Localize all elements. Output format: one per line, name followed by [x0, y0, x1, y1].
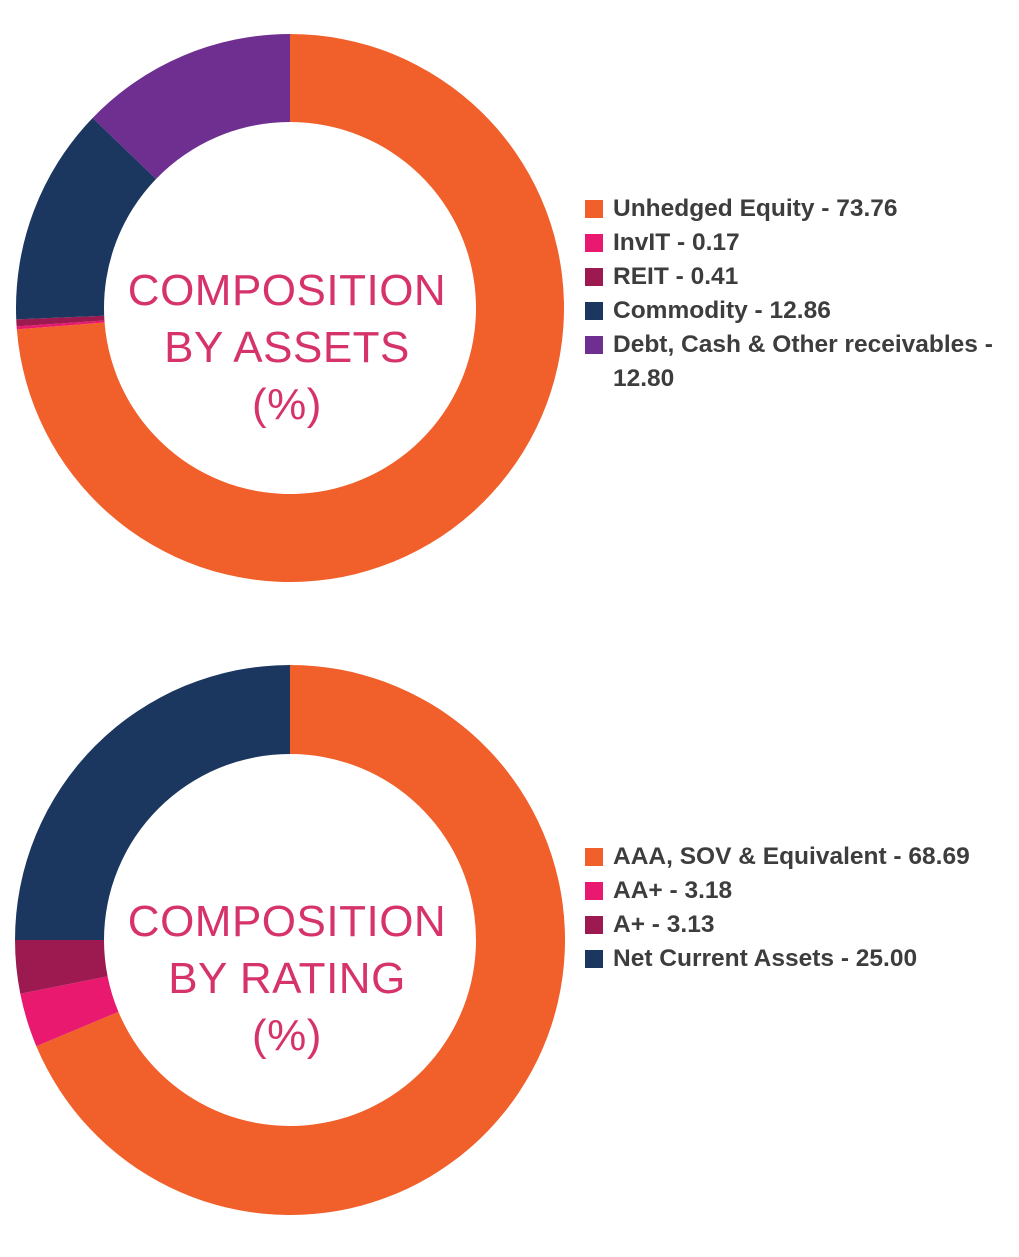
legend-swatch [585, 882, 603, 900]
chart-composition-by-assets: COMPOSITION BY ASSETS (%) Unhedged Equit… [0, 0, 1019, 620]
legend-item: Unhedged Equity - 73.76 [585, 192, 1010, 226]
legend-item: Commodity - 12.86 [585, 294, 1010, 328]
legend-label: AA+ - 3.18 [613, 877, 733, 904]
legend-label: Commodity - 12.86 [613, 297, 831, 324]
legend-swatch [585, 916, 603, 934]
legend-rating: AAA, SOV & Equivalent - 68.69 AA+ - 3.18 A… [585, 840, 1010, 976]
donut-slice [92, 34, 290, 179]
legend-swatch [585, 336, 603, 354]
chart-title-line: COMPOSITION [127, 266, 447, 315]
donut-chart-assets [16, 34, 565, 582]
donut-slice [16, 34, 565, 582]
legend-item: InvIT - 0.17 [585, 226, 1010, 260]
legend-label: REIT - 0.41 [613, 263, 739, 290]
donut-slice [16, 320, 105, 330]
legend-item: Net Current Assets - 25.00 [585, 942, 1010, 976]
legend-swatch [585, 268, 603, 286]
legend-label: Unhedged Equity - 73.76 [613, 195, 898, 222]
chart-title-rating: COMPOSITION BY RATING (%) [97, 893, 477, 1064]
chart-composition-by-rating: COMPOSITION BY RATING (%) AAA, SOV & Equ… [0, 630, 1019, 1257]
legend-assets: Unhedged Equity - 73.76 InvIT - 0.17 REIT … [585, 192, 1010, 396]
chart-title-line: BY RATING [168, 954, 406, 1003]
legend-label: Net Current Assets - 25.00 [613, 945, 918, 972]
chart-title-line: (%) [252, 380, 322, 429]
donut-slice [36, 665, 565, 1215]
legend-swatch [585, 848, 603, 866]
chart-title-line: BY ASSETS [164, 323, 410, 372]
chart-title-line: (%) [252, 1011, 322, 1060]
legend-swatch [585, 950, 603, 968]
legend-item: Debt, Cash & Other receivables - 12.80 [585, 328, 1010, 396]
donut-slice [15, 665, 290, 940]
legend-item: AA+ - 3.18 [585, 874, 1010, 908]
donut-slice [15, 940, 108, 994]
legend-label: A+ - 3.13 [613, 911, 715, 938]
legend-swatch [585, 302, 603, 320]
chart-title-assets: COMPOSITION BY ASSETS (%) [97, 262, 477, 433]
legend-swatch [585, 234, 603, 252]
legend-swatch [585, 200, 603, 218]
legend-label: InvIT - 0.17 [613, 229, 740, 256]
donut-chart-rating [15, 665, 565, 1215]
legend-item: A+ - 3.13 [585, 908, 1010, 942]
donut-slice [16, 315, 105, 327]
donut-slice [16, 117, 157, 320]
donut-slice [20, 976, 119, 1047]
legend-label: Debt, Cash & Other receivables - 12.80 [613, 331, 993, 392]
legend-label: AAA, SOV & Equivalent - 68.69 [613, 843, 970, 870]
legend-item: AAA, SOV & Equivalent - 68.69 [585, 840, 1010, 874]
chart-title-line: COMPOSITION [127, 897, 447, 946]
legend-item: REIT - 0.41 [585, 260, 1010, 294]
